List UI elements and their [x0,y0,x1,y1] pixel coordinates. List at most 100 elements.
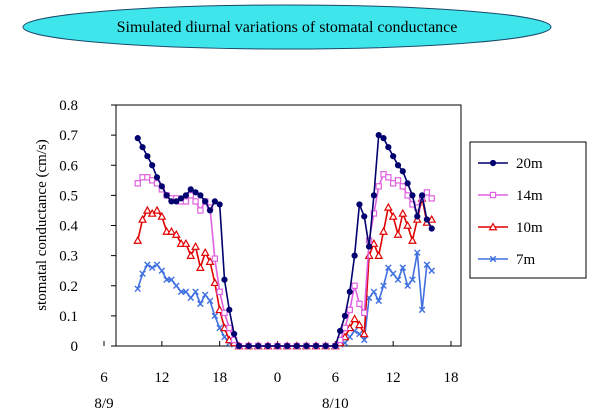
data-point-20m [197,192,204,199]
legend: 20m 14m 10m 7m [469,141,587,279]
data-point-20m [192,189,199,196]
data-point-7m [423,261,431,268]
data-point-20m [182,192,190,199]
data-point-14m [423,189,431,196]
data-point-7m [134,285,142,293]
data-point-10m [200,247,210,256]
date-label: 8/9 [94,396,113,412]
data-point-20m [356,201,363,208]
data-point-14m [341,324,349,332]
legend-marker [488,222,498,231]
data-point-20m [322,342,329,350]
data-point-20m [390,153,397,160]
data-point-10m [379,226,388,235]
data-point-10m [186,250,196,259]
data-point-10m [408,235,417,244]
data-point-20m [187,186,194,193]
data-point-10m [167,226,176,235]
data-point-14m [356,300,363,308]
data-point-20m [341,312,349,319]
legend-item-10m: 10m [478,220,543,236]
data-point-20m [418,192,426,199]
data-point-20m [231,330,238,338]
x-tick-label: 6 [332,370,340,386]
legend-box [469,141,587,279]
x-tick-label: 6 [100,370,108,386]
data-point-20m [245,342,252,350]
data-point-14m [211,255,219,262]
data-point-20m [202,198,209,205]
legend-marker [489,255,497,263]
y-tick-label: 0.8 [59,98,78,114]
legend-label: 7m [516,252,536,268]
data-point-7m [399,264,407,271]
data-point-20m [284,342,291,350]
date-label: 8/10 [322,396,349,412]
chart-title: Simulated diurnal variations of stomatal… [117,19,458,36]
data-point-20m [303,342,310,350]
y-tick-label: 0.3 [59,249,78,265]
data-point-20m [173,198,180,205]
data-point-7m [394,276,402,284]
data-point-7m [148,264,156,271]
data-point-14m [399,183,407,190]
data-point-20m [255,342,262,350]
data-point-7m [206,297,214,305]
legend-items: 20m 14m 10m 7m [478,156,543,268]
data-point-10m [393,229,403,238]
data-point-20m [216,201,223,208]
y-tick-label: 0.2 [59,279,78,295]
data-point-7m [370,288,378,296]
data-point-10m [403,220,413,229]
data-point-10m [364,250,374,259]
data-point-20m [404,180,411,187]
data-point-20m [346,288,353,295]
data-point-14m [197,207,204,214]
data-point-10m [388,211,398,220]
y-tick-label: 0.4 [59,219,78,235]
data-point-20m [163,192,170,199]
data-point-10m [191,241,200,250]
legend-marker [489,191,497,199]
data-point-20m [385,144,392,151]
data-point-7m [221,333,228,341]
data-point-7m [404,282,411,290]
data-point-10m [355,320,364,329]
data-point-7m [375,297,383,305]
data-point-20m [409,192,416,199]
data-point-20m [370,192,377,199]
data-point-20m [178,195,185,202]
data-point-7m [211,312,219,320]
data-point-7m [409,276,416,284]
data-point-20m [365,243,373,250]
data-point-10m [195,263,205,271]
data-point-10m [142,205,152,214]
data-point-14m [370,210,378,217]
x-tick-label: 12 [386,370,401,386]
data-point-7m [197,300,204,308]
data-point-10m [383,202,393,211]
data-point-20m [361,213,368,220]
legend-label: 10m [516,220,543,236]
data-point-10m [359,329,369,338]
data-point-10m [210,278,220,287]
legend-label: 20m [516,156,543,172]
y-axis-ticks: 0 0.1 0.2 0.3 0.4 0.5 0.6 0.7 0.8 [59,98,116,355]
x-tick-label: 18 [444,370,459,386]
data-point-7m [192,288,199,296]
y-tick-label: 0.1 [59,309,78,325]
data-point-14m [346,306,353,314]
data-point-20m [337,327,344,335]
data-point-20m [139,144,146,151]
y-tick-label: 0.7 [59,128,78,144]
data-point-20m [414,213,421,220]
data-point-10m [350,314,360,323]
data-point-20m [399,168,406,175]
data-point-7m [177,288,185,296]
data-point-14m [134,180,141,187]
data-point-7m [389,270,397,277]
title-banner: Simulated diurnal variations of stomatal… [22,4,552,50]
data-point-20m [221,276,228,283]
data-point-20m [144,153,151,160]
data-point-20m [394,162,402,169]
